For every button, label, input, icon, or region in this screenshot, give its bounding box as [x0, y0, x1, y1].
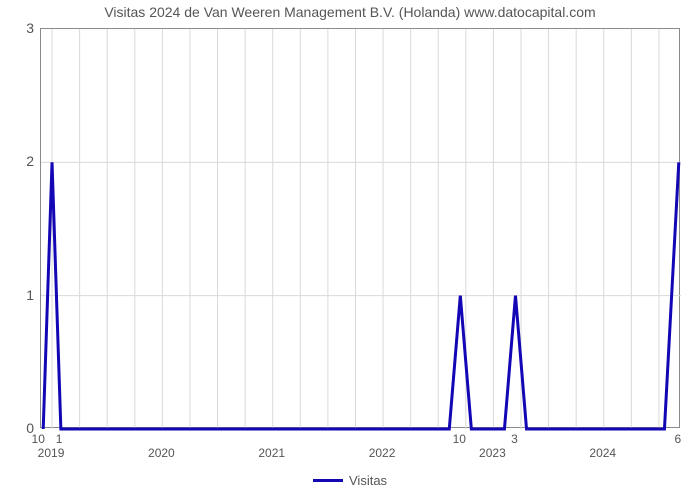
legend: Visitas: [313, 473, 387, 488]
point-label: 6: [674, 432, 681, 446]
x-tick-label: 2020: [148, 446, 175, 460]
x-tick-label: 2022: [369, 446, 396, 460]
x-tick-label: 2019: [38, 446, 65, 460]
point-label: 1: [56, 432, 63, 446]
x-tick-label: 2023: [479, 446, 506, 460]
chart-title: Visitas 2024 de Van Weeren Management B.…: [0, 4, 700, 20]
point-label: 10: [453, 432, 466, 446]
legend-swatch: [313, 479, 343, 482]
plot-area: [40, 28, 680, 428]
y-tick-label: 2: [16, 153, 34, 169]
point-label: 10: [32, 432, 45, 446]
y-tick-label: 1: [16, 287, 34, 303]
point-label: 3: [511, 432, 518, 446]
line-series-visitas: [41, 29, 681, 429]
legend-label: Visitas: [349, 473, 387, 488]
x-tick-label: 2021: [258, 446, 285, 460]
chart-container: Visitas 2024 de Van Weeren Management B.…: [0, 0, 700, 500]
x-tick-label: 2024: [589, 446, 616, 460]
y-tick-label: 3: [16, 20, 34, 36]
